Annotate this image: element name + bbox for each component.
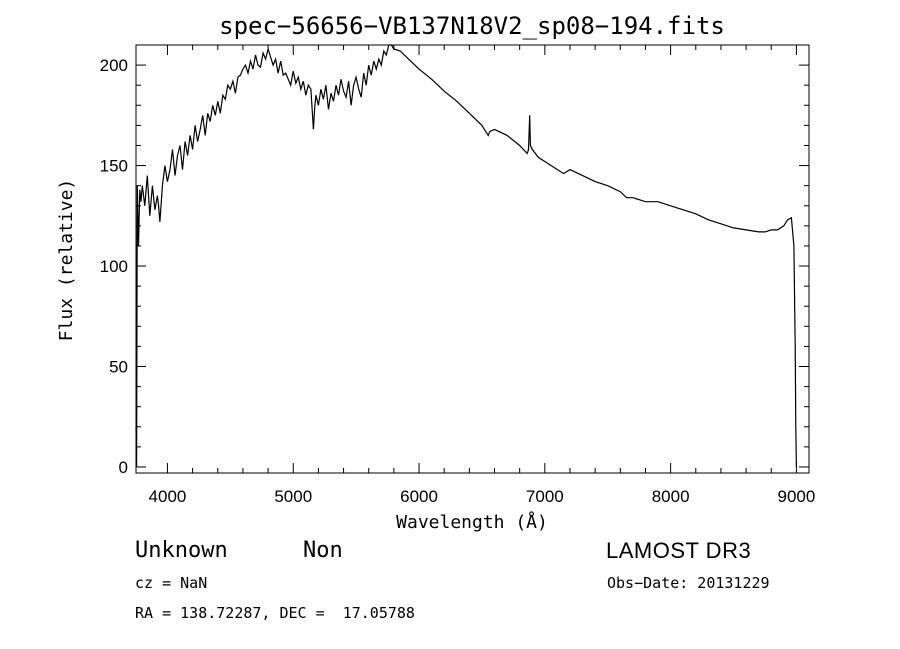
axis-ticks: [136, 45, 809, 473]
x-tick-label: 8000: [652, 487, 690, 506]
x-axis-label: Wavelength (Å): [396, 511, 548, 533]
coordinates: RA = 138.72287, DEC = 17.05788: [135, 604, 415, 622]
x-tick-label: 5000: [274, 487, 312, 506]
y-tick-label: 0: [119, 458, 128, 477]
y-tick-label: 150: [100, 157, 128, 176]
x-tick-label: 4000: [149, 487, 187, 506]
y-tick-label: 200: [100, 56, 128, 75]
object-class: Unknown: [135, 538, 228, 563]
tick-labels: 4000 5000 6000 7000 8000 9000 0 50 100 150 200: [100, 56, 816, 506]
spectrum-series-line: [135, 44, 797, 468]
y-axis-label: Flux (relative): [56, 179, 77, 342]
x-tick-label: 7000: [526, 487, 564, 506]
survey-label: LAMOST DR3: [606, 538, 752, 563]
x-tick-label: 9000: [778, 487, 816, 506]
obs-date: Obs−Date: 20131229: [607, 574, 770, 592]
y-tick-label: 100: [100, 257, 128, 276]
plot-frame: [135, 44, 810, 474]
object-subclass: Non: [303, 538, 343, 563]
y-tick-label: 50: [109, 358, 128, 377]
redshift-cz: cz = NaN: [135, 574, 208, 592]
x-tick-label: 6000: [400, 487, 438, 506]
chart-title: spec−56656−VB137N18V2_sp08−194.fits: [219, 12, 725, 40]
